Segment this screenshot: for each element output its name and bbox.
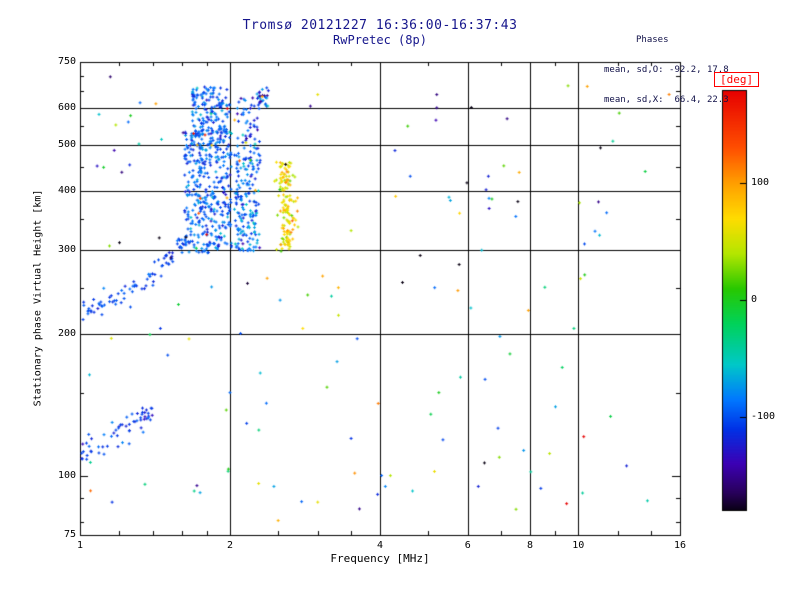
phase-stats-o-line: mean, sd,O: -92.2, 17.8	[604, 65, 729, 75]
x-tick-label: 4	[376, 540, 384, 551]
colorbar-tick-label: -100	[751, 410, 776, 422]
x-tick-label: 8	[526, 540, 534, 551]
phase-stats-header: Phases	[636, 35, 669, 45]
y-tick-label: 400	[57, 185, 76, 197]
y-tick-label: 500	[57, 139, 76, 151]
plot-subtitle: RwPretec (8p)	[333, 33, 427, 47]
colorbar-unit-label: [deg]	[714, 72, 760, 87]
colorbar-tick-label: 0	[751, 294, 758, 305]
colorbar-tick-label: 100	[751, 177, 770, 189]
x-tick-label: 6	[464, 540, 471, 551]
y-tick-label: 600	[57, 101, 76, 113]
phase-stats-x-line: mean, sd,X: 66.4, 22.3	[604, 95, 729, 105]
y-tick-label: 100	[57, 469, 76, 481]
y-axis-label: Stationary phase Virtual Height [km]	[32, 189, 44, 407]
phase-stats-block: Phases mean, sd,O: -92.2, 17.8 mean, sd,…	[604, 15, 774, 125]
x-axis-label: Frequency [MHz]	[330, 552, 430, 565]
x-tick-label: 16	[673, 540, 687, 551]
y-tick-label: 75	[63, 529, 76, 540]
x-tick-label: 2	[226, 540, 234, 551]
y-tick-label: 750	[57, 56, 76, 67]
x-tick-label: 1	[76, 540, 84, 551]
y-tick-label: 300	[57, 244, 76, 256]
x-tick-label: 10	[572, 540, 585, 551]
y-tick-label: 200	[57, 327, 76, 339]
plot-title: Tromsø 20121227 16:36:00-16:37:43	[242, 18, 518, 33]
